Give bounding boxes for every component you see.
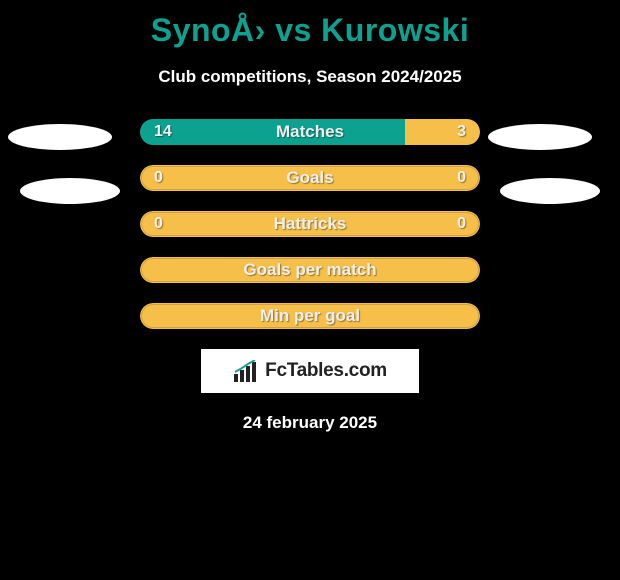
stat-label: Min per goal [140, 306, 480, 326]
page-title: SynoÅ› vs Kurowski [151, 12, 469, 49]
subtitle: Club competitions, Season 2024/2025 [158, 67, 461, 87]
player-ellipse [20, 178, 120, 204]
player-ellipse [488, 124, 592, 150]
date-label: 24 february 2025 [243, 413, 377, 433]
stat-label: Matches [140, 122, 480, 142]
stat-row: Matches14 3 [140, 119, 480, 145]
stat-value-left: 14 [154, 123, 172, 141]
stat-label: Goals [140, 168, 480, 188]
stat-value-right: 3 [457, 123, 466, 141]
stat-label: Hattricks [140, 214, 480, 234]
player-ellipse [500, 178, 600, 204]
logo-box[interactable]: FcTables.com [201, 349, 419, 393]
stat-label: Goals per match [140, 260, 480, 280]
player-ellipse [8, 124, 112, 150]
logo-text: FcTables.com [265, 360, 387, 382]
stat-row: Min per goal [140, 303, 480, 329]
stat-value-left: 0 [154, 169, 163, 187]
stats-group: Matches143Goals00Hattricks00Goals per ma… [0, 119, 620, 329]
stat-row: Goals0 0 [140, 165, 480, 191]
stat-value-left: 0 [154, 215, 163, 233]
logo-chart-icon [233, 360, 259, 382]
stat-value-right: 0 [457, 169, 466, 187]
stat-row: Hattricks0 0 [140, 211, 480, 237]
stat-value-right: 0 [457, 215, 466, 233]
stat-row: Goals per match [140, 257, 480, 283]
comparison-card: SynoÅ› vs Kurowski Club competitions, Se… [0, 0, 620, 580]
